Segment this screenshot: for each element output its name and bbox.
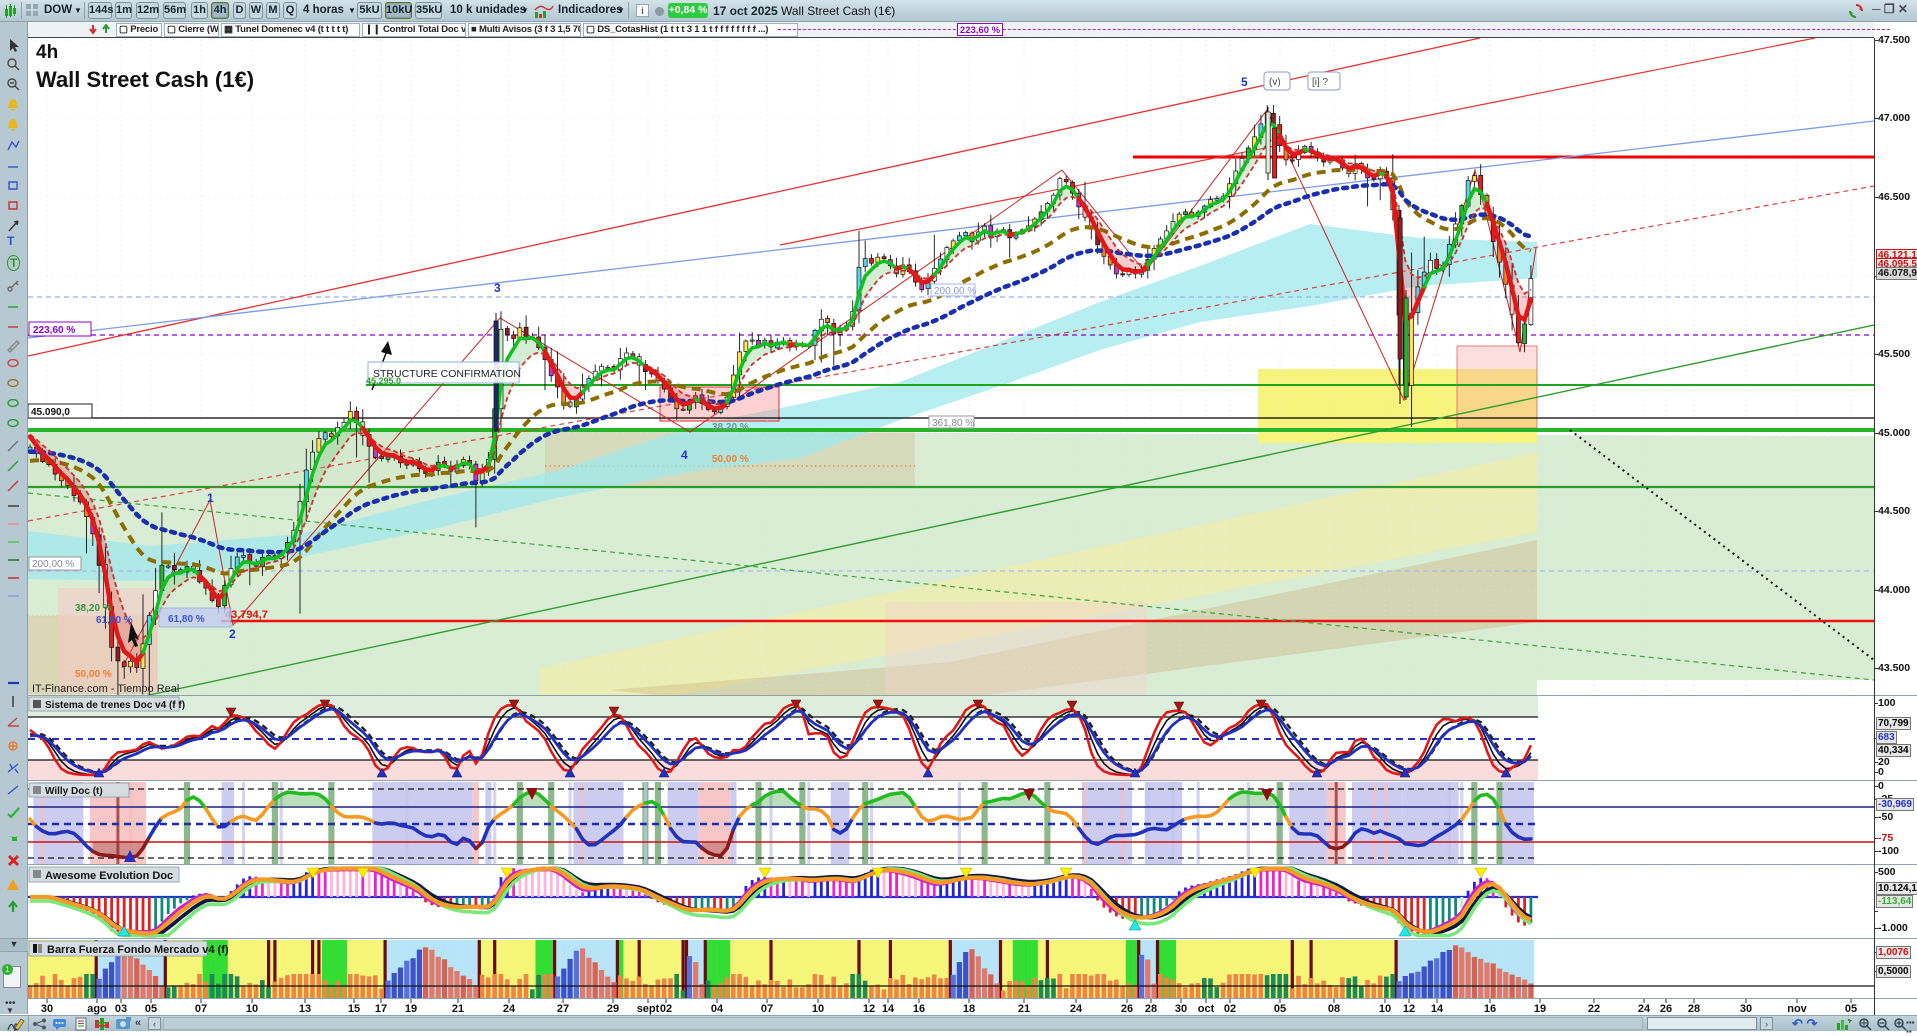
svg-text:08: 08 bbox=[1328, 1003, 1340, 1015]
svg-text:3: 3 bbox=[494, 281, 501, 295]
svg-text:14: 14 bbox=[882, 1003, 895, 1015]
svg-text:Sistema de trenes Doc v4 (f f): Sistema de trenes Doc v4 (f f) bbox=[45, 700, 185, 711]
svg-text:17: 17 bbox=[375, 1003, 387, 1015]
svg-text:1: 1 bbox=[207, 491, 214, 505]
svg-text:Barra Fuerza Fondo Mercado v4: Barra Fuerza Fondo Mercado v4 (f) bbox=[47, 944, 229, 956]
svg-text:Willy Doc (t): Willy Doc (t) bbox=[45, 786, 103, 797]
svg-text:200,00 %: 200,00 % bbox=[934, 286, 976, 297]
svg-text:16: 16 bbox=[1484, 1003, 1496, 1015]
svg-text:2: 2 bbox=[229, 627, 236, 641]
svg-text:24: 24 bbox=[503, 1003, 516, 1015]
svg-text:50,00 %: 50,00 % bbox=[712, 454, 749, 465]
svg-text:07: 07 bbox=[761, 1003, 773, 1015]
svg-text:28: 28 bbox=[1145, 1003, 1157, 1015]
svg-text:26: 26 bbox=[1121, 1003, 1133, 1015]
svg-text:361,80 %: 361,80 % bbox=[932, 418, 974, 429]
svg-text:05: 05 bbox=[1274, 1003, 1286, 1015]
svg-text:200,00 %: 200,00 % bbox=[32, 559, 74, 570]
svg-text:27: 27 bbox=[557, 1003, 569, 1015]
svg-text:15: 15 bbox=[348, 1003, 360, 1015]
svg-text:[i] ?: [i] ? bbox=[1312, 77, 1329, 88]
svg-text:02: 02 bbox=[1224, 1003, 1236, 1015]
svg-text:(v): (v) bbox=[1269, 77, 1281, 88]
svg-text:38,20 %: 38,20 % bbox=[712, 422, 749, 433]
svg-text:05: 05 bbox=[145, 1003, 157, 1015]
svg-text:Awesome Evolution Doc: Awesome Evolution Doc bbox=[45, 870, 173, 882]
svg-text:10: 10 bbox=[1379, 1003, 1391, 1015]
svg-text:43.794,7: 43.794,7 bbox=[225, 609, 268, 621]
svg-text:18: 18 bbox=[963, 1003, 975, 1015]
svg-text:Wall Street Cash (1€): Wall Street Cash (1€) bbox=[36, 67, 254, 92]
svg-text:16: 16 bbox=[913, 1003, 925, 1015]
svg-text:19: 19 bbox=[405, 1003, 417, 1015]
svg-text:30: 30 bbox=[1740, 1003, 1752, 1015]
svg-text:oct: oct bbox=[1198, 1003, 1215, 1015]
svg-text:61,80 %: 61,80 % bbox=[168, 614, 205, 625]
svg-text:IT-Finance.com - Tiempo Real: IT-Finance.com - Tiempo Real bbox=[32, 683, 179, 695]
svg-text:12: 12 bbox=[863, 1003, 875, 1015]
svg-text:45.295,0: 45.295,0 bbox=[366, 376, 401, 386]
svg-text:29: 29 bbox=[607, 1003, 619, 1015]
svg-text:30: 30 bbox=[41, 1003, 53, 1015]
svg-text:26: 26 bbox=[1660, 1003, 1672, 1015]
svg-text:04: 04 bbox=[711, 1003, 724, 1015]
svg-text:223,60 %: 223,60 % bbox=[33, 325, 75, 336]
svg-text:14: 14 bbox=[1431, 1003, 1444, 1015]
svg-text:45.090,0: 45.090,0 bbox=[31, 407, 70, 418]
svg-text:22: 22 bbox=[1588, 1003, 1600, 1015]
svg-text:24: 24 bbox=[1638, 1003, 1651, 1015]
svg-text:30: 30 bbox=[1175, 1003, 1187, 1015]
svg-text:28: 28 bbox=[1688, 1003, 1700, 1015]
svg-text:05: 05 bbox=[1845, 1003, 1857, 1015]
svg-text:10: 10 bbox=[246, 1003, 258, 1015]
svg-text:21: 21 bbox=[1018, 1003, 1030, 1015]
svg-text:38,20 %: 38,20 % bbox=[75, 603, 112, 614]
svg-text:61,80 %: 61,80 % bbox=[96, 615, 133, 626]
svg-text:13: 13 bbox=[299, 1003, 311, 1015]
svg-text:STRUCTURE CONFIRMATION: STRUCTURE CONFIRMATION bbox=[373, 368, 521, 380]
svg-text:50,00 %: 50,00 % bbox=[75, 669, 112, 680]
svg-text:4h: 4h bbox=[36, 42, 58, 63]
svg-text:ago: ago bbox=[87, 1003, 107, 1015]
svg-text:4: 4 bbox=[681, 448, 688, 462]
svg-text:02: 02 bbox=[660, 1003, 672, 1015]
svg-text:sept: sept bbox=[637, 1003, 660, 1015]
svg-text:5: 5 bbox=[1241, 75, 1248, 89]
svg-text:12: 12 bbox=[1403, 1003, 1415, 1015]
svg-text:19: 19 bbox=[1534, 1003, 1546, 1015]
svg-text:21: 21 bbox=[452, 1003, 464, 1015]
svg-text:10: 10 bbox=[812, 1003, 824, 1015]
svg-text:07: 07 bbox=[195, 1003, 207, 1015]
svg-text:nov: nov bbox=[1787, 1003, 1807, 1015]
svg-text:03: 03 bbox=[115, 1003, 127, 1015]
svg-text:24: 24 bbox=[1070, 1003, 1083, 1015]
